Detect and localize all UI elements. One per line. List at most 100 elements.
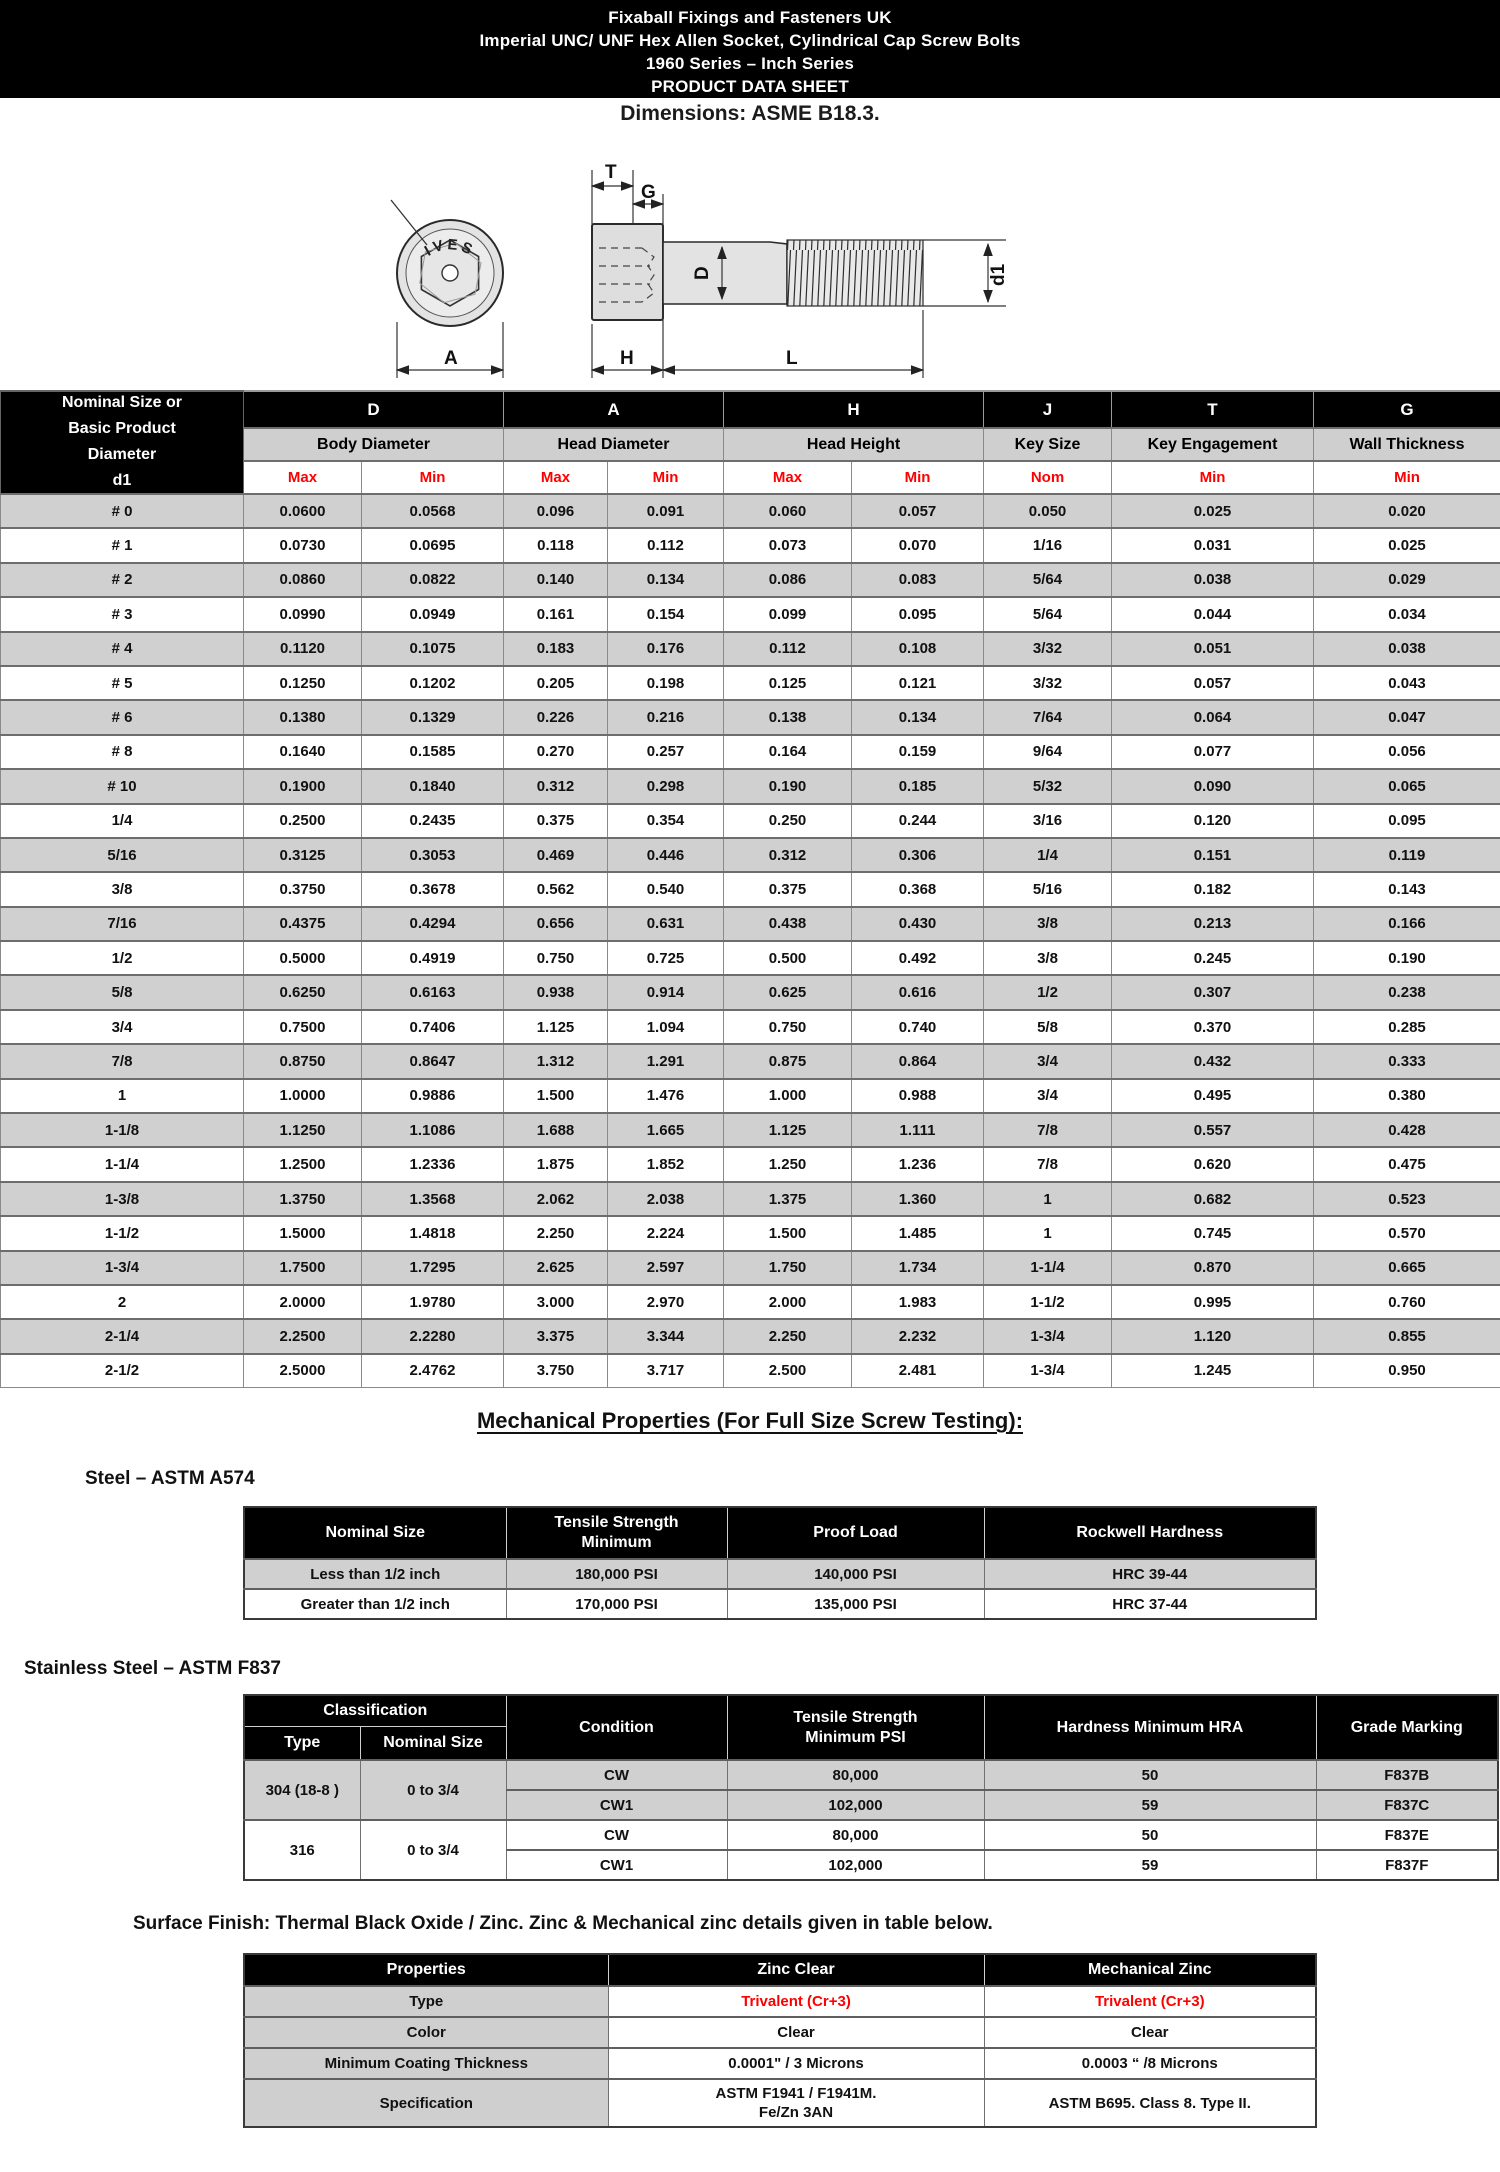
- dimension-value-cell: 0.3053: [361, 836, 504, 873]
- size-row: 1-1/2 1.5000 1.4818 2.250 2.224 1.500 1.485 1 0.…: [0, 1215, 1500, 1252]
- dimension-value-cell: 0.375: [503, 802, 608, 839]
- nominal-size-cell: 1-3/4: [0, 1249, 244, 1286]
- mechanical-properties-heading: Mechanical Properties (For Full Size Scr…: [476, 1408, 1024, 1434]
- dimension-value-cell: 0.044: [1111, 596, 1314, 633]
- dimension-value-cell: 0.307: [1111, 974, 1314, 1011]
- dimension-value-cell: 0.182: [1111, 871, 1314, 908]
- dimension-value-cell: 3/32: [983, 664, 1112, 701]
- size-row: # 6 0.1380 0.1329 0.226 0.216 0.138 0.134 7/64 0…: [0, 699, 1500, 736]
- dimension-value-cell: 1.1086: [361, 1112, 504, 1148]
- dimension-value-cell: 2.625: [503, 1249, 608, 1286]
- dimension-value-cell: 0.205: [503, 664, 608, 701]
- label-G: G: [641, 182, 656, 203]
- col-name-body-diameter: Body Diameter: [243, 427, 504, 462]
- dimension-value-cell: 0.2435: [361, 802, 504, 839]
- stainless-condition-cell: CW1: [505, 1789, 728, 1821]
- dimension-value-cell: 5/64: [983, 596, 1112, 633]
- dimension-value-cell: 3/4: [983, 1077, 1112, 1114]
- dimension-value-cell: 0.057: [1111, 664, 1314, 701]
- dimension-value-cell: 1.983: [851, 1283, 984, 1320]
- label-A: A: [444, 348, 458, 369]
- nominal-size-cell: # 5: [0, 664, 244, 701]
- dimension-value-cell: 2.062: [503, 1180, 608, 1217]
- col-name-head-diameter: Head Diameter: [503, 427, 724, 462]
- dimension-value-cell: 0.656: [503, 905, 608, 942]
- dimension-value-cell: 0.134: [851, 699, 984, 736]
- dimension-value-cell: 0.0600: [243, 492, 362, 529]
- leader-line: [390, 199, 428, 246]
- dimension-D: D: [692, 245, 727, 301]
- steel-value-cell: 135,000 PSI: [726, 1588, 985, 1620]
- dimension-value-cell: 1.111: [851, 1112, 984, 1148]
- dimension-value-cell: 1-1/2: [983, 1283, 1112, 1320]
- dimension-value-cell: 0.120: [1111, 802, 1314, 839]
- col-name-wall-thickness: Wall Thickness: [1313, 427, 1500, 462]
- subheader-max: Max: [503, 460, 608, 495]
- dimension-value-cell: 0.134: [607, 561, 724, 598]
- stainless-hardness-cell: 59: [983, 1789, 1317, 1821]
- nominal-size-cell: 7/16: [0, 905, 244, 942]
- dimension-value-cell: 0.354: [607, 802, 724, 839]
- dimension-value-cell: 3/32: [983, 630, 1112, 667]
- dimension-value-cell: 0.190: [723, 768, 852, 805]
- dimension-value-cell: 0.043: [1313, 664, 1500, 701]
- dimension-value-cell: 0.4294: [361, 905, 504, 942]
- dimension-value-cell: 0.475: [1313, 1146, 1500, 1183]
- dimension-value-cell: 1.875: [503, 1146, 608, 1183]
- dimension-value-cell: 2.970: [607, 1283, 724, 1320]
- dimension-value-cell: 0.161: [503, 596, 608, 633]
- dimension-value-cell: 1.4818: [361, 1215, 504, 1252]
- dimension-value-cell: 0.0568: [361, 492, 504, 529]
- dimension-value-cell: 0.020: [1313, 492, 1500, 529]
- dimension-value-cell: 0.6250: [243, 974, 362, 1011]
- dimension-value-cell: 5/64: [983, 561, 1112, 598]
- surface-finish-note: Surface Finish: Thermal Black Oxide / Zi…: [133, 1913, 993, 1935]
- subheader-min: Min: [607, 460, 724, 495]
- dimension-value-cell: 0.226: [503, 699, 608, 736]
- dimension-value-cell: 0.0822: [361, 561, 504, 598]
- side-view: [591, 223, 924, 321]
- dimension-value-cell: 0.125: [723, 664, 852, 701]
- dimension-value-cell: 1.291: [607, 1043, 724, 1080]
- dimension-value-cell: 2.5000: [243, 1352, 362, 1389]
- stainless-header-classification: Classification: [243, 1694, 507, 1728]
- dimension-value-cell: 1.9780: [361, 1283, 504, 1320]
- dimension-value-cell: 0.8750: [243, 1043, 362, 1080]
- size-row: 1-1/8 1.1250 1.1086 1.688 1.665 1.125 1.111 7/8…: [0, 1112, 1500, 1148]
- dimension-value-cell: 0.056: [1313, 733, 1500, 770]
- subheader-nom: Nom: [983, 460, 1112, 495]
- dimension-value-cell: 7/64: [983, 699, 1112, 736]
- dimension-value-cell: 0.864: [851, 1043, 984, 1080]
- dimension-value-cell: 0.185: [851, 768, 984, 805]
- dimension-value-cell: 0.6163: [361, 974, 504, 1011]
- stainless-type-cell: 304 (18-8 ): [243, 1759, 361, 1821]
- dimension-value-cell: 0.1840: [361, 768, 504, 805]
- finish-property-cell: Type: [243, 1985, 609, 2018]
- main-dimension-table: Nominal Size or Basic Product Diameter d…: [0, 390, 1500, 1389]
- dimension-value-cell: 0.0860: [243, 561, 362, 598]
- steel-header-tensile: Tensile Strength Minimum: [505, 1506, 728, 1560]
- dimension-value-cell: 0.430: [851, 905, 984, 942]
- finish-row: Specification ASTM F1941 / F1941M. Fe/Zn …: [243, 2078, 1317, 2128]
- dimension-value-cell: 0.250: [723, 802, 852, 839]
- size-row: 7/8 0.8750 0.8647 1.312 1.291 0.875 0.864 3/4 0.…: [0, 1043, 1500, 1080]
- dimension-value-cell: 1: [983, 1215, 1112, 1252]
- size-row: 5/16 0.3125 0.3053 0.469 0.446 0.312 0.306 1/4 0…: [0, 836, 1500, 873]
- size-row: 2-1/2 2.5000 2.4762 3.750 3.717 2.500 2.481 1-3…: [0, 1352, 1500, 1389]
- dimension-value-cell: 0.995: [1111, 1283, 1314, 1320]
- dimension-value-cell: 0.3125: [243, 836, 362, 873]
- finish-header-row: Properties Zinc Clear Mechanical Zinc: [243, 1953, 1317, 1987]
- stainless-header-hardness: Hardness Minimum HRA: [983, 1694, 1317, 1761]
- column-name-row: Body Diameter Head Diameter Head Height …: [1, 427, 1500, 462]
- stainless-grade-cell: F837C: [1315, 1789, 1499, 1821]
- col-letter-J: J: [983, 390, 1112, 429]
- dimension-value-cell: 1.7295: [361, 1249, 504, 1286]
- steel-header-proof-load: Proof Load: [726, 1506, 985, 1560]
- dimension-value-cell: 0.375: [723, 871, 852, 908]
- steel-value-cell: HRC 39-44: [983, 1558, 1317, 1590]
- dimension-value-cell: 0.025: [1111, 492, 1314, 529]
- dimension-value-cell: 0.9886: [361, 1077, 504, 1114]
- dimension-d1: d1: [923, 239, 1009, 307]
- dimension-value-cell: 1.0000: [243, 1077, 362, 1114]
- dimension-value-cell: 0.090: [1111, 768, 1314, 805]
